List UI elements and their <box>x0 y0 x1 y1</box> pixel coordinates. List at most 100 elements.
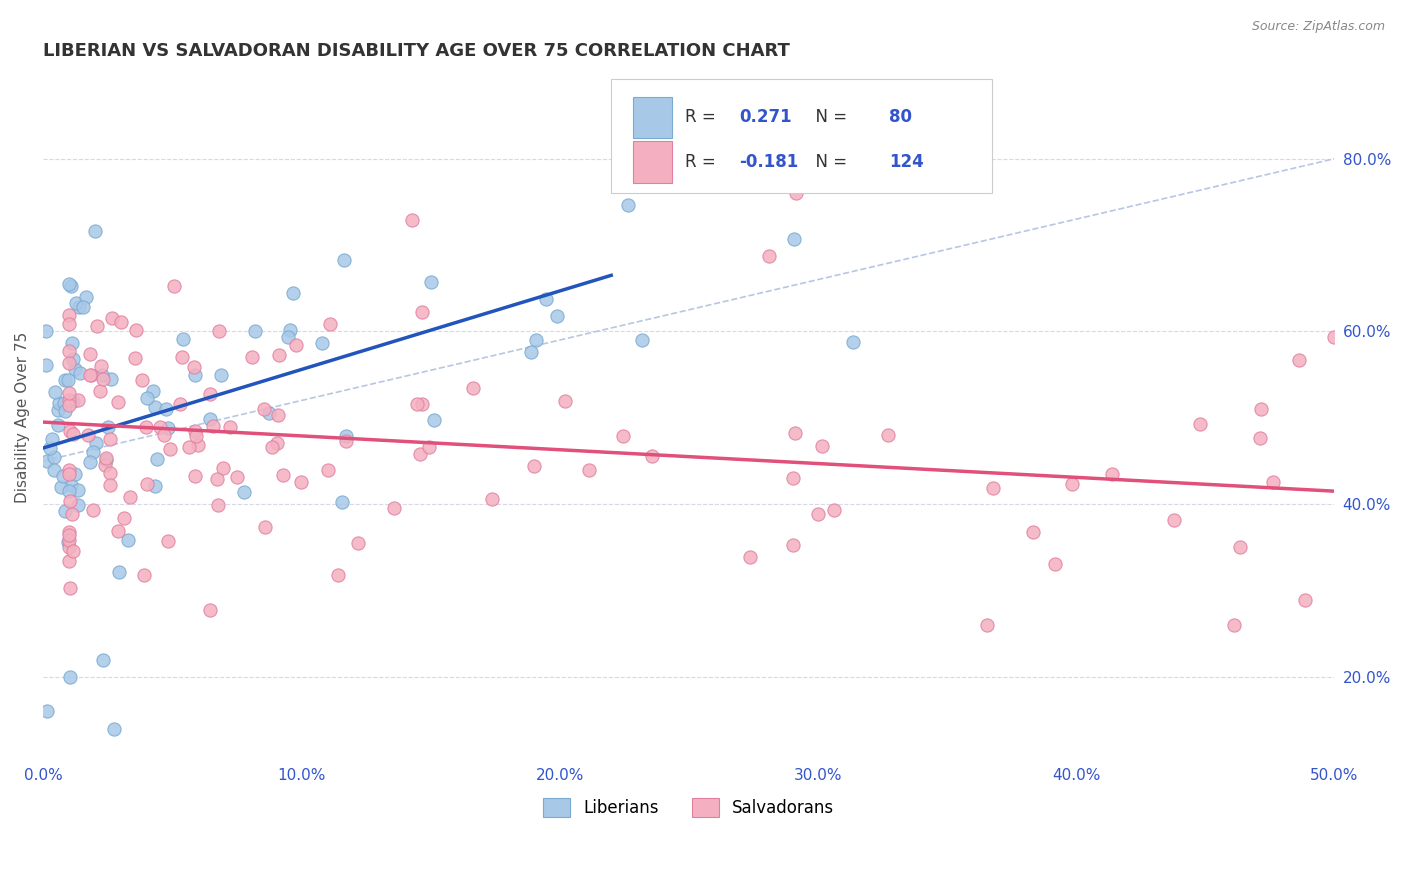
Point <box>290 475 312 489</box>
Point <box>124 351 146 366</box>
Point <box>89 359 111 373</box>
Point <box>782 471 804 485</box>
Point <box>281 285 304 300</box>
Point <box>59 670 82 684</box>
Point <box>135 391 157 405</box>
Point <box>55 373 77 387</box>
Point <box>418 440 440 454</box>
Point <box>1294 592 1316 607</box>
Point <box>810 439 832 453</box>
Point <box>520 344 543 359</box>
Point <box>58 356 80 370</box>
Point <box>58 343 80 358</box>
Point <box>205 472 228 486</box>
Point <box>184 469 207 483</box>
Point <box>419 275 441 289</box>
Point <box>149 420 172 434</box>
Point <box>253 401 276 416</box>
Point <box>1261 475 1284 490</box>
Point <box>411 305 433 319</box>
Point <box>330 495 353 509</box>
FancyBboxPatch shape <box>633 96 672 138</box>
Point <box>1323 330 1346 344</box>
Point <box>641 449 664 463</box>
Point <box>94 458 117 472</box>
Point <box>44 385 66 400</box>
Point <box>136 477 159 491</box>
Point <box>257 406 280 420</box>
Point <box>169 397 191 411</box>
Point <box>58 308 80 322</box>
Point <box>65 362 87 376</box>
Point <box>66 483 89 498</box>
Point <box>53 504 76 518</box>
Point <box>401 212 423 227</box>
Point <box>1188 417 1211 431</box>
Point <box>110 315 132 329</box>
Point <box>94 451 117 466</box>
Point <box>35 324 58 338</box>
Point <box>98 467 121 481</box>
Point <box>56 535 79 549</box>
Point <box>612 429 634 443</box>
Point <box>782 231 804 245</box>
Point <box>132 568 155 582</box>
Point <box>266 436 288 450</box>
Point <box>108 565 131 579</box>
Point <box>59 582 82 596</box>
Point <box>423 413 446 427</box>
Point <box>382 501 405 516</box>
Point <box>63 467 86 481</box>
Point <box>72 300 94 314</box>
Point <box>981 482 1004 496</box>
Point <box>146 451 169 466</box>
Point <box>59 424 82 438</box>
Point <box>172 332 194 346</box>
Point <box>58 386 80 401</box>
Point <box>534 292 557 306</box>
Point <box>62 507 84 521</box>
Point <box>156 421 179 435</box>
Point <box>578 463 600 477</box>
Point <box>523 459 546 474</box>
Text: 0.271: 0.271 <box>740 108 792 127</box>
Point <box>112 510 135 524</box>
Point <box>35 359 58 373</box>
Text: 124: 124 <box>889 153 924 171</box>
Point <box>347 536 370 550</box>
Point <box>86 318 108 333</box>
Point <box>335 428 357 442</box>
Point <box>35 454 58 468</box>
Point <box>62 427 84 442</box>
Point <box>83 224 105 238</box>
Point <box>53 403 76 417</box>
Text: R =: R = <box>685 108 721 127</box>
Point <box>48 395 70 409</box>
Point <box>783 425 806 440</box>
Point <box>319 317 342 331</box>
Point <box>277 330 299 344</box>
Point <box>79 368 101 382</box>
Point <box>103 722 125 736</box>
Point <box>284 337 307 351</box>
Point <box>267 408 290 422</box>
Point <box>117 533 139 547</box>
Point <box>131 373 153 387</box>
Point <box>333 252 356 267</box>
FancyBboxPatch shape <box>612 79 993 194</box>
Text: LIBERIAN VS SALVADORAN DISABILITY AGE OVER 75 CORRELATION CHART: LIBERIAN VS SALVADORAN DISABILITY AGE OV… <box>44 42 790 60</box>
Point <box>976 618 998 632</box>
Point <box>1062 476 1084 491</box>
Point <box>153 428 176 442</box>
Point <box>46 418 69 433</box>
Point <box>44 450 66 464</box>
Point <box>1249 432 1271 446</box>
Point <box>120 491 142 505</box>
Text: Source: ZipAtlas.com: Source: ZipAtlas.com <box>1251 20 1385 33</box>
Point <box>1250 402 1272 417</box>
Text: 80: 80 <box>889 108 911 127</box>
Point <box>53 396 76 410</box>
Point <box>219 420 242 434</box>
Point <box>785 186 807 201</box>
Point <box>75 290 97 304</box>
